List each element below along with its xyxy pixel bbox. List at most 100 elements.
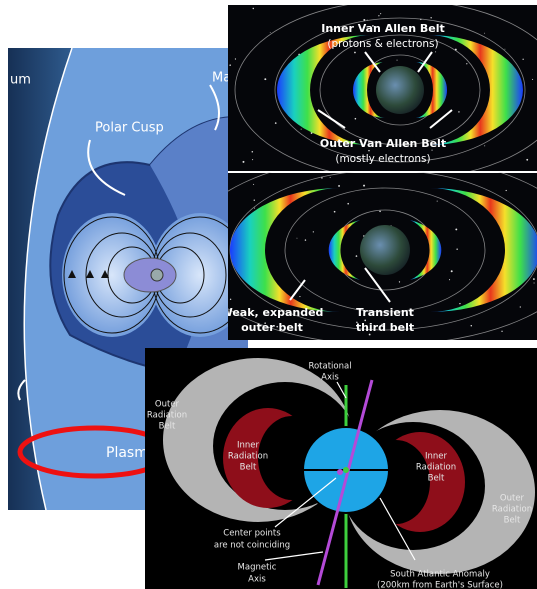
field-line <box>284 187 486 313</box>
star <box>347 202 349 205</box>
third-belt <box>328 220 360 280</box>
star <box>264 322 266 324</box>
label: (mostly electrons) <box>335 153 430 165</box>
star <box>264 78 267 81</box>
star <box>251 151 254 153</box>
star <box>398 281 401 283</box>
earth <box>360 225 410 275</box>
star <box>532 78 534 80</box>
arrows <box>317 51 453 129</box>
star <box>300 128 302 130</box>
star <box>455 228 458 231</box>
van-allen-top-panel: Inner Van Allen Belt (protons & electron… <box>228 5 537 172</box>
inner-belt <box>353 62 385 118</box>
star <box>429 27 431 29</box>
label: Belt <box>240 463 257 473</box>
star <box>269 32 271 33</box>
star <box>333 210 336 213</box>
label: Outer <box>155 400 180 410</box>
star <box>396 59 398 61</box>
star <box>456 248 458 250</box>
label: Belt <box>159 422 176 432</box>
star <box>229 64 231 66</box>
star <box>363 184 366 187</box>
label: Radiation <box>416 463 456 473</box>
star <box>379 210 381 213</box>
label: Inner <box>425 452 448 462</box>
star <box>450 270 453 273</box>
field-lobe <box>150 213 248 337</box>
outer-belt <box>230 188 340 312</box>
radiation-panel: Rotational Axis Outer Radiation Belt Inn… <box>145 348 537 589</box>
label: South Atlantic Anomaly <box>390 570 490 580</box>
label: Weak, expanded <box>221 306 324 319</box>
label: Outer Van Allen Belt <box>320 137 446 150</box>
label: Axis <box>248 575 266 585</box>
star <box>253 183 255 185</box>
outer-region <box>8 48 72 510</box>
arrow <box>17 379 26 401</box>
star <box>381 323 383 326</box>
label: Center points <box>223 529 281 539</box>
star <box>356 321 358 324</box>
star <box>276 325 278 328</box>
star <box>229 298 232 300</box>
star <box>431 149 433 151</box>
label: are not coinciding <box>214 541 290 551</box>
star <box>242 160 245 163</box>
arrows <box>289 267 391 303</box>
earth <box>376 66 424 114</box>
outer-belt <box>428 35 523 145</box>
star <box>532 278 535 280</box>
label: Belt <box>504 516 521 526</box>
label: (200km from Earth's Surface) <box>377 581 503 589</box>
label: Polar Cusp <box>95 121 164 136</box>
star <box>435 51 437 53</box>
star <box>380 13 382 15</box>
star <box>430 17 432 19</box>
label: Inner <box>237 441 260 451</box>
star <box>354 117 357 120</box>
label: Outer <box>500 494 525 504</box>
star <box>234 58 237 60</box>
boundary <box>23 48 73 510</box>
label: Rotational <box>308 362 351 372</box>
outer-belt <box>430 188 537 312</box>
arrows <box>264 381 416 561</box>
outer-belt <box>277 35 372 145</box>
star <box>448 279 451 281</box>
label: Ma <box>212 71 231 86</box>
star <box>372 25 374 27</box>
field-line <box>274 17 526 163</box>
center-point <box>337 469 343 475</box>
star <box>253 199 255 201</box>
label: Inner Van Allen Belt <box>321 22 445 35</box>
star <box>252 159 254 161</box>
arrow <box>209 84 220 131</box>
star <box>436 200 438 202</box>
third-belt <box>410 220 442 280</box>
star <box>364 319 367 322</box>
star <box>329 177 331 179</box>
label: Magnetic <box>238 563 277 573</box>
label: (protons & electrons) <box>327 38 438 50</box>
field-line <box>319 34 481 146</box>
label: third belt <box>356 321 414 334</box>
star <box>522 58 524 60</box>
star <box>338 184 340 187</box>
arrow <box>87 139 126 196</box>
star <box>299 295 301 298</box>
field-line <box>234 5 537 172</box>
star <box>321 177 323 179</box>
star <box>304 239 307 241</box>
label: Transient <box>356 306 414 319</box>
star <box>254 207 256 209</box>
plasmasphere <box>123 257 177 293</box>
star <box>533 282 535 284</box>
star <box>354 51 356 54</box>
star <box>355 255 358 257</box>
label: Radiation <box>147 411 187 421</box>
star <box>312 231 314 233</box>
